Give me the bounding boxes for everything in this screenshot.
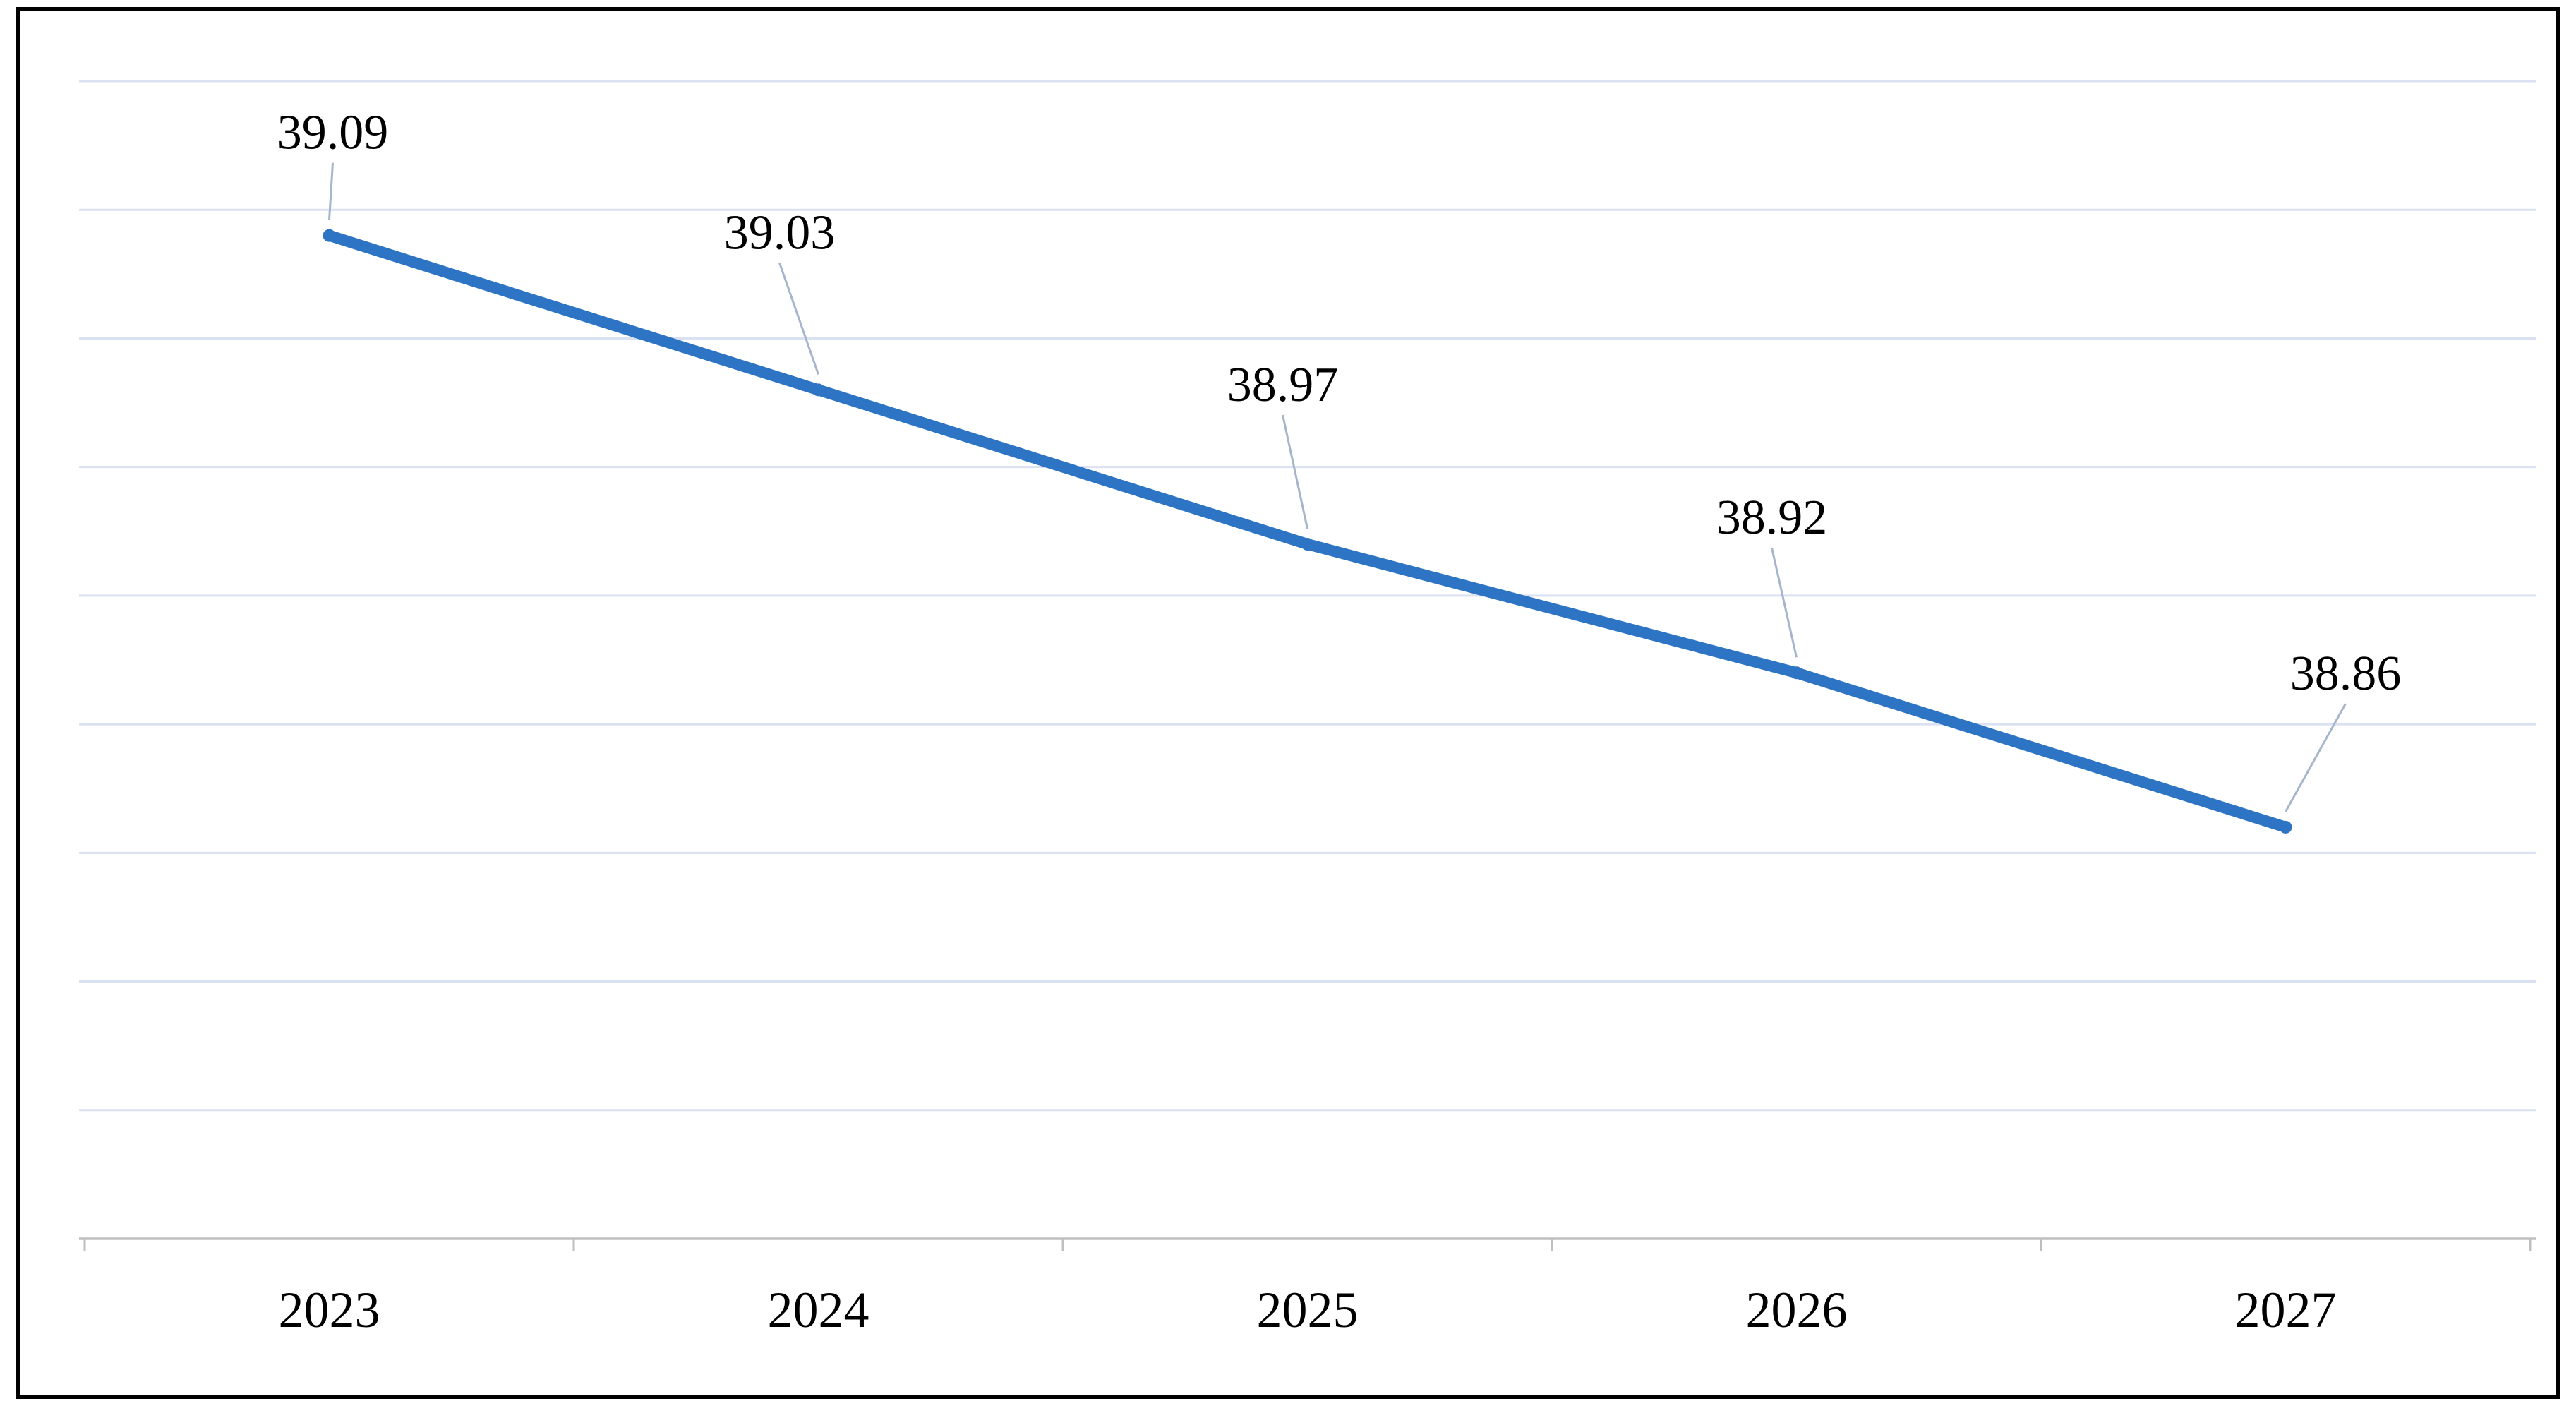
data-point-marker [1301, 538, 1314, 551]
data-label-leader [328, 162, 334, 220]
data-point-marker [323, 229, 336, 242]
x-axis-label: 2023 [279, 1282, 380, 1338]
data-label: 39.09 [277, 106, 389, 160]
data-label: 38.92 [1716, 491, 1828, 545]
data-label-leader [2285, 703, 2347, 812]
data-point-marker [2279, 820, 2292, 834]
data-label: 38.86 [2290, 647, 2402, 701]
x-axis-label: 2024 [768, 1282, 869, 1338]
data-label-leader [1282, 414, 1308, 529]
x-axis-label: 2027 [2235, 1282, 2337, 1338]
series-line [323, 229, 2292, 833]
data-point-marker [812, 383, 825, 397]
x-axis-label: 2026 [1746, 1282, 1848, 1338]
data-label-leader [1771, 547, 1798, 658]
data-label: 39.03 [724, 205, 836, 260]
x-axis-label: 2025 [1257, 1282, 1359, 1338]
data-label-leader [778, 262, 819, 375]
data-label: 38.97 [1227, 358, 1339, 412]
data-point-marker [1790, 666, 1803, 680]
